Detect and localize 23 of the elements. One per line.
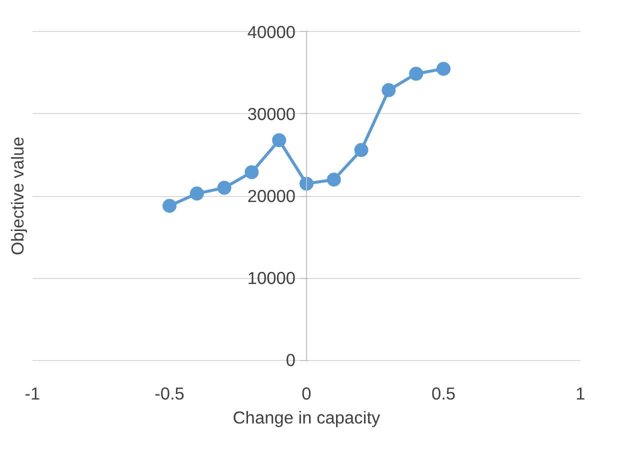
y-tick-label: 40000 — [247, 22, 296, 42]
point — [300, 176, 314, 191]
x-tick-label: -1 — [24, 384, 40, 404]
point — [272, 133, 286, 148]
y-tick-label: 30000 — [247, 104, 296, 124]
x-tick-label: -0.5 — [154, 384, 184, 404]
point — [217, 180, 232, 195]
point — [354, 143, 368, 158]
point — [162, 198, 176, 213]
x-tick-label: 0.5 — [431, 384, 456, 404]
y-tick-label: 0 — [286, 350, 296, 370]
y-tick-label: 20000 — [247, 186, 296, 206]
y-axis-title: Objective value — [8, 136, 28, 256]
y-tick-label: 10000 — [247, 268, 296, 288]
point — [382, 83, 396, 98]
x-tick-label: 0 — [302, 384, 312, 404]
point — [190, 186, 204, 201]
point — [244, 165, 259, 180]
point — [409, 66, 424, 81]
x-tick-label: 1 — [576, 384, 586, 404]
point — [436, 62, 450, 76]
x-axis-title: Change in capacity — [232, 408, 381, 428]
point — [326, 172, 341, 187]
